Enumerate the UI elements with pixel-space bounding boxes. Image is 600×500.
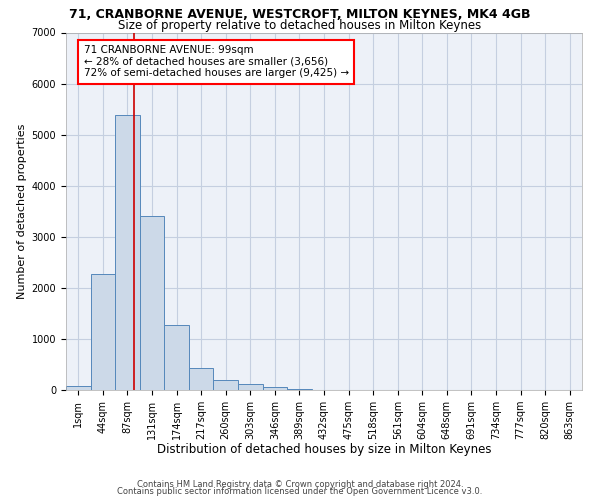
Y-axis label: Number of detached properties: Number of detached properties [17,124,28,299]
Bar [66,386,91,390]
Bar [140,216,164,390]
Text: 71 CRANBORNE AVENUE: 99sqm
← 28% of detached houses are smaller (3,656)
72% of s: 71 CRANBORNE AVENUE: 99sqm ← 28% of deta… [83,46,349,78]
Bar [115,115,140,390]
Text: 71, CRANBORNE AVENUE, WESTCROFT, MILTON KEYNES, MK4 4GB: 71, CRANBORNE AVENUE, WESTCROFT, MILTON … [69,8,531,20]
Text: Contains HM Land Registry data © Crown copyright and database right 2024.: Contains HM Land Registry data © Crown c… [137,480,463,489]
Bar [238,384,263,390]
Bar [189,368,214,390]
Bar [214,380,238,390]
Bar [263,386,287,390]
Bar [287,388,312,390]
Bar [91,274,115,390]
X-axis label: Distribution of detached houses by size in Milton Keynes: Distribution of detached houses by size … [157,444,491,456]
Text: Size of property relative to detached houses in Milton Keynes: Size of property relative to detached ho… [118,19,482,32]
Bar [164,324,189,390]
Text: Contains public sector information licensed under the Open Government Licence v3: Contains public sector information licen… [118,488,482,496]
